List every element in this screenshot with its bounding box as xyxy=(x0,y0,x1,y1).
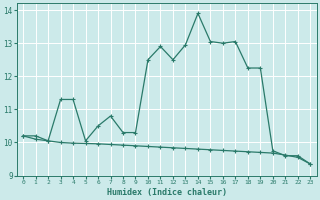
X-axis label: Humidex (Indice chaleur): Humidex (Indice chaleur) xyxy=(107,188,227,197)
